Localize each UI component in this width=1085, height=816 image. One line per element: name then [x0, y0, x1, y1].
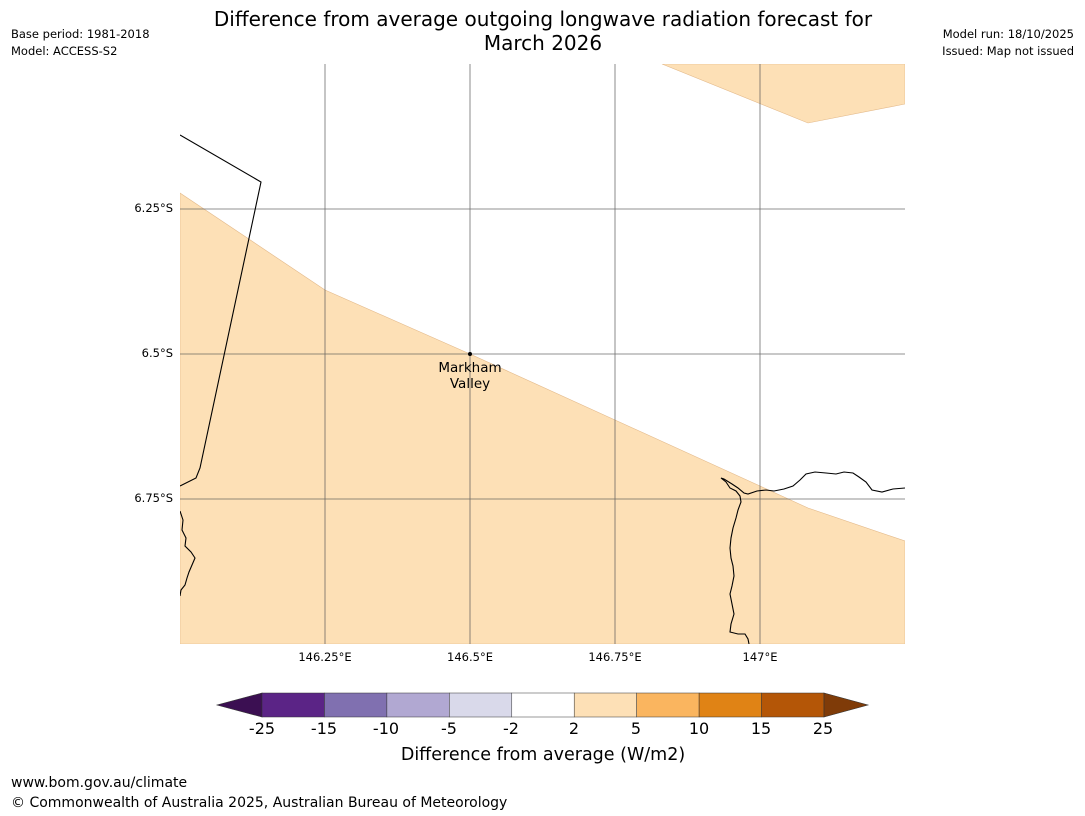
anomaly-region-main [180, 192, 905, 644]
colorbar-label: Difference from average (W/m2) [400, 745, 686, 765]
colorbar-tick: -5 [441, 719, 457, 738]
colorbar-segment [324, 692, 388, 718]
colorbar-tick: -15 [310, 719, 338, 738]
place-label-line-2: Valley [449, 376, 491, 392]
colorbar-extend-low [215, 692, 263, 718]
lon-label: 146.75°E [588, 650, 642, 664]
colorbar-tick: 2 [568, 719, 580, 738]
issued-status: Issued: Map not issued [942, 44, 1074, 58]
model-run: Model run: 18/10/2025 [942, 27, 1074, 41]
colorbar-segment [761, 692, 825, 718]
title-line-1: Difference from average outgoing longwav… [213, 7, 873, 31]
place-label-line-1: Markham [438, 360, 502, 376]
lon-label: 146.5°E [447, 650, 493, 664]
colorbar-extend-high [823, 692, 870, 718]
colorbar-segment [386, 692, 450, 718]
meta-left: Base period: 1981-2018 Model: ACCESS-S2 [11, 26, 150, 60]
colorbar-segment [573, 692, 637, 718]
lat-label: 6.5°S [141, 346, 173, 360]
coastline-east [720, 471, 905, 644]
model-name: Model: ACCESS-S2 [11, 44, 118, 58]
coastline-west [180, 510, 196, 597]
meta-right: Model run: 18/10/2025 Issued: Map not is… [942, 26, 1074, 60]
footer-url: www.bom.gov.au/climate [11, 775, 188, 791]
colorbar-segment [449, 692, 513, 718]
chart-title: Difference from average outgoing longwav… [193, 7, 893, 55]
colorbar-tick: -25 [248, 719, 276, 738]
colorbar-segment [636, 692, 700, 718]
lat-label: 6.75°S [134, 491, 173, 505]
colorbar-segment [261, 692, 325, 718]
colorbar-tick: 5 [630, 719, 642, 738]
colorbar-tick: 10 [688, 719, 710, 738]
colorbar-segment [698, 692, 762, 718]
colorbar-tick: 25 [812, 719, 834, 738]
colorbar-segment [511, 692, 575, 718]
colorbar-tick: -2 [503, 719, 519, 738]
graticule [180, 64, 905, 644]
base-period: Base period: 1981-2018 [11, 27, 150, 41]
place-marker [468, 352, 472, 356]
lat-label: 6.25°S [134, 201, 173, 215]
title-line-2: March 2026 [483, 31, 603, 55]
place-label: Markham Valley [420, 360, 520, 392]
lon-label: 146.25°E [298, 650, 352, 664]
footer-copyright: © Commonwealth of Australia 2025, Austra… [11, 795, 508, 811]
anomaly-region-north [661, 64, 905, 124]
province-border [180, 134, 262, 487]
colorbar-tick: 15 [750, 719, 772, 738]
lon-label: 147°E [742, 650, 778, 664]
colorbar-tick: -10 [372, 719, 400, 738]
